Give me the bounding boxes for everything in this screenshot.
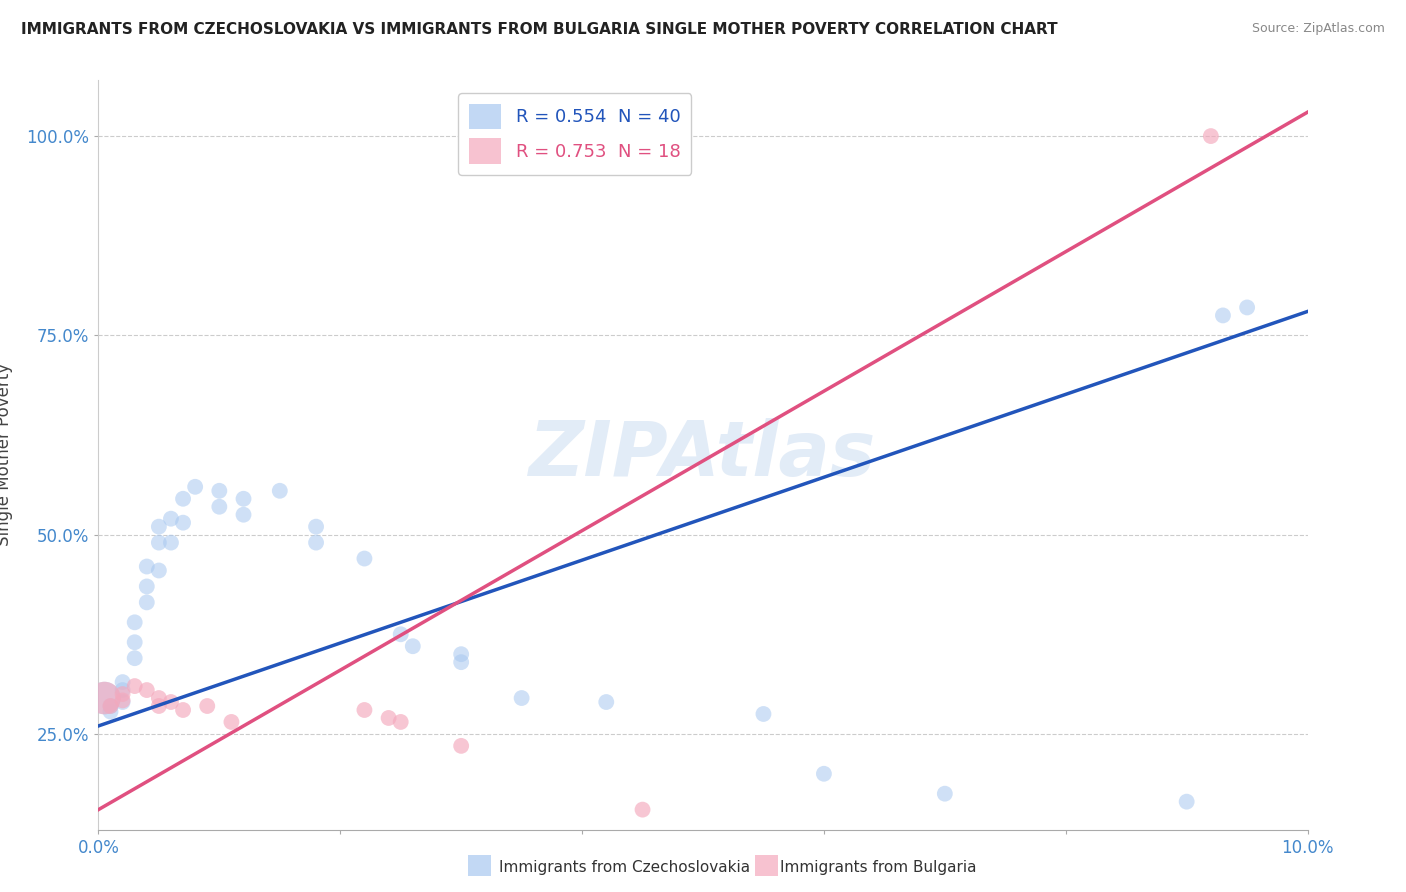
Point <box>148 698 170 713</box>
Point <box>1199 129 1222 144</box>
Point <box>172 703 194 717</box>
Point <box>111 695 134 709</box>
Text: Source: ZipAtlas.com: Source: ZipAtlas.com <box>1251 22 1385 36</box>
Point <box>402 639 425 653</box>
Legend: R = 0.554  N = 40, R = 0.753  N = 18: R = 0.554 N = 40, R = 0.753 N = 18 <box>458 93 692 175</box>
Point <box>752 706 775 721</box>
Point <box>450 647 472 661</box>
Point <box>232 491 254 506</box>
Text: IMMIGRANTS FROM CZECHOSLOVAKIA VS IMMIGRANTS FROM BULGARIA SINGLE MOTHER POVERTY: IMMIGRANTS FROM CZECHOSLOVAKIA VS IMMIGR… <box>21 22 1057 37</box>
Point <box>1212 309 1234 323</box>
Point <box>631 803 654 817</box>
Point <box>195 698 218 713</box>
Point <box>135 579 157 593</box>
Point <box>450 655 472 669</box>
Point <box>124 679 146 693</box>
Point <box>934 787 956 801</box>
Point <box>93 691 115 706</box>
Point <box>232 508 254 522</box>
Point <box>353 703 375 717</box>
Point <box>208 500 231 514</box>
Point <box>208 483 231 498</box>
Point <box>111 683 134 698</box>
Point <box>124 615 146 630</box>
Point <box>111 693 134 707</box>
Y-axis label: Single Mother Poverty: Single Mother Poverty <box>0 363 13 547</box>
Point <box>172 491 194 506</box>
Point <box>160 511 183 525</box>
Point <box>450 739 472 753</box>
Point <box>148 691 170 706</box>
Point <box>135 559 157 574</box>
Point <box>595 695 617 709</box>
Point <box>124 651 146 665</box>
Text: ZIPAtlas: ZIPAtlas <box>529 418 877 491</box>
Point <box>111 675 134 690</box>
Text: Immigrants from Czechoslovakia: Immigrants from Czechoslovakia <box>499 860 751 874</box>
Point <box>148 519 170 533</box>
Point <box>1236 301 1258 315</box>
Point <box>305 535 328 549</box>
Point <box>510 691 533 706</box>
Point <box>124 635 146 649</box>
Point <box>184 480 207 494</box>
Point <box>305 519 328 533</box>
Point <box>160 695 183 709</box>
Point <box>160 535 183 549</box>
Point <box>148 535 170 549</box>
Point <box>100 698 122 713</box>
Point <box>148 564 170 578</box>
Point <box>93 691 115 706</box>
Point <box>221 714 243 729</box>
Point <box>111 687 134 701</box>
Point <box>377 711 399 725</box>
Point <box>135 595 157 609</box>
Point <box>1175 795 1198 809</box>
Point <box>172 516 194 530</box>
Point <box>389 627 412 641</box>
Point <box>100 698 122 713</box>
Text: Immigrants from Bulgaria: Immigrants from Bulgaria <box>780 860 977 874</box>
Point <box>389 714 412 729</box>
Point <box>269 483 291 498</box>
Point <box>135 683 157 698</box>
Point <box>100 705 122 719</box>
Point <box>353 551 375 566</box>
Point <box>813 766 835 780</box>
